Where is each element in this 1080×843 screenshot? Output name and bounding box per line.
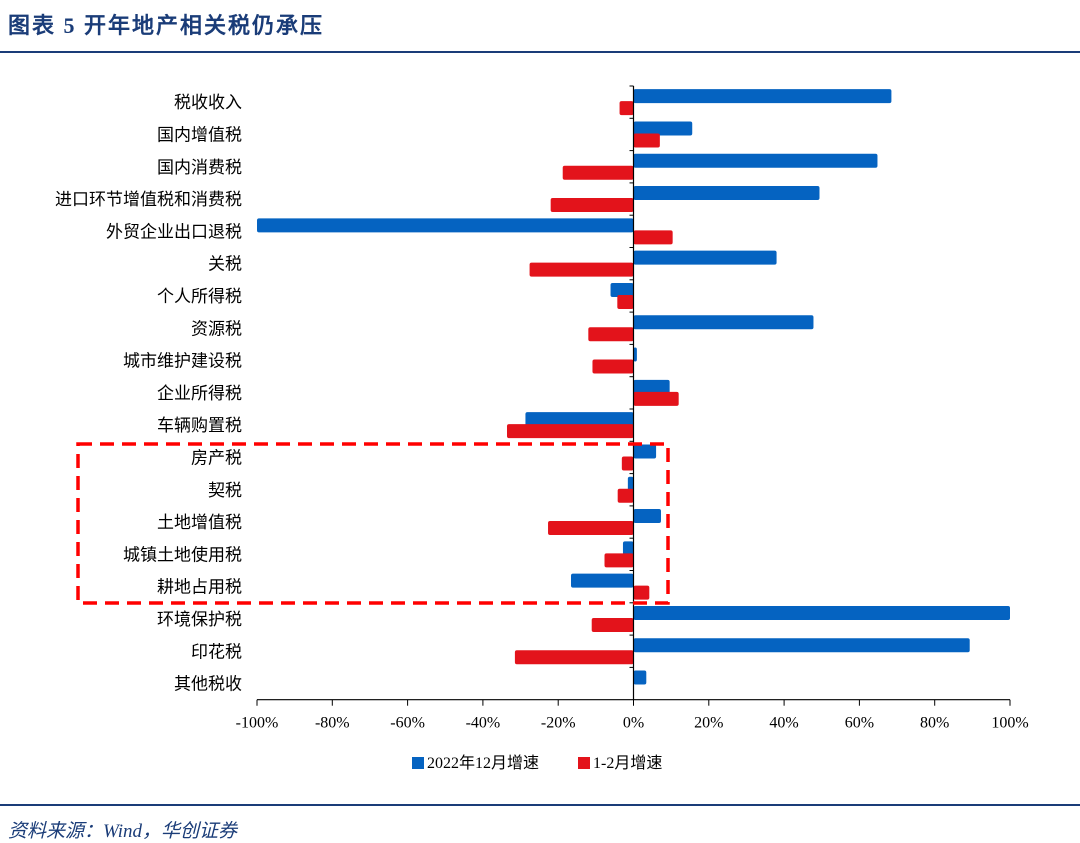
bar-jan-feb-15 bbox=[633, 585, 650, 600]
bar-dec2022-3 bbox=[633, 186, 820, 201]
bar-jan-feb-17 bbox=[514, 650, 634, 665]
bar-jan-feb-1 bbox=[633, 133, 660, 148]
category-label: 房产税 bbox=[191, 448, 242, 467]
x-tick-label: -100% bbox=[236, 715, 279, 732]
legend-label-jan-feb: 1-2月增速 bbox=[593, 754, 662, 772]
x-tick-label: 80% bbox=[920, 715, 949, 732]
legend-swatch-dec2022 bbox=[412, 757, 424, 769]
bar-jan-feb-14 bbox=[604, 553, 634, 568]
bar-dec2022-18 bbox=[633, 670, 647, 685]
bar-jan-feb-3 bbox=[550, 198, 634, 213]
bar-jan-feb-11 bbox=[621, 456, 634, 471]
category-label: 个人所得税 bbox=[157, 287, 242, 306]
x-tick-label: 100% bbox=[991, 715, 1028, 732]
bar-dec2022-10 bbox=[525, 412, 634, 427]
legend-label-dec2022: 2022年12月增速 bbox=[427, 754, 539, 772]
bar-dec2022-11 bbox=[633, 444, 657, 459]
bar-jan-feb-13 bbox=[548, 521, 634, 536]
bar-jan-feb-6 bbox=[617, 294, 634, 309]
category-label: 企业所得税 bbox=[157, 384, 242, 403]
bar-jan-feb-4 bbox=[633, 230, 673, 245]
title-divider bbox=[0, 51, 1080, 53]
footer-divider bbox=[0, 804, 1080, 806]
highlight-box-land-property-taxes bbox=[76, 442, 670, 605]
category-label: 印花税 bbox=[191, 642, 242, 661]
bar-jan-feb-2 bbox=[562, 165, 634, 180]
category-label: 城镇土地使用税 bbox=[123, 544, 242, 564]
bar-dec2022-1 bbox=[633, 121, 693, 136]
category-label: 环境保护税 bbox=[157, 610, 242, 629]
bar-dec2022-0 bbox=[633, 89, 892, 104]
category-label: 国内增值税 bbox=[157, 125, 242, 144]
source-note: 资料来源：Wind，华创证券 bbox=[8, 821, 238, 842]
bar-dec2022-9 bbox=[633, 379, 670, 394]
x-tick-label: -80% bbox=[315, 715, 350, 732]
bar-dec2022-5 bbox=[633, 250, 777, 265]
bar-jan-feb-10 bbox=[506, 424, 634, 439]
x-tick-label: -40% bbox=[466, 715, 501, 732]
category-label: 关税 bbox=[208, 255, 242, 274]
x-tick-label: 40% bbox=[769, 715, 798, 732]
bar-dec2022-12 bbox=[627, 476, 634, 491]
bar-dec2022-17 bbox=[633, 638, 970, 653]
legend-swatch-jan-feb bbox=[578, 757, 590, 769]
x-tick-label: -20% bbox=[541, 715, 576, 732]
bar-jan-feb-16 bbox=[591, 617, 634, 632]
bar-dec2022-15 bbox=[571, 573, 634, 588]
category-label: 契税 bbox=[208, 481, 242, 500]
category-label: 车辆购置税 bbox=[157, 416, 242, 435]
bar-dec2022-13 bbox=[633, 509, 661, 524]
bar-dec2022-4 bbox=[257, 218, 634, 233]
category-label: 城市维护建设税 bbox=[123, 352, 242, 371]
category-label: 耕地占用税 bbox=[157, 578, 242, 597]
bar-jan-feb-5 bbox=[529, 262, 634, 277]
bar-jan-feb-0 bbox=[619, 101, 634, 116]
bar-jan-feb-12 bbox=[617, 488, 634, 503]
page-title: 图表 5 开年地产相关税仍承压 bbox=[8, 13, 325, 38]
bar-jan-feb-8 bbox=[592, 359, 634, 374]
bar-dec2022-16 bbox=[633, 605, 1010, 620]
category-label: 税收收入 bbox=[174, 93, 242, 112]
category-label: 外贸企业出口退税 bbox=[106, 222, 242, 241]
category-label: 资源税 bbox=[191, 319, 242, 338]
category-label: 土地增值税 bbox=[157, 513, 242, 532]
category-label: 其他税收 bbox=[174, 675, 242, 694]
category-label: 国内消费税 bbox=[157, 158, 242, 177]
x-tick-label: 20% bbox=[694, 715, 723, 732]
category-label: 进口环节增值税和消费税 bbox=[55, 190, 242, 209]
x-tick-label: -60% bbox=[390, 715, 425, 732]
bar-dec2022-14 bbox=[622, 541, 634, 556]
bar-dec2022-6 bbox=[610, 282, 634, 297]
bar-dec2022-7 bbox=[633, 315, 814, 330]
x-tick-label: 60% bbox=[845, 715, 874, 732]
bar-dec2022-2 bbox=[633, 153, 878, 168]
x-tick-label: 0% bbox=[623, 715, 644, 732]
bar-dec2022-8 bbox=[633, 347, 637, 362]
bar-jan-feb-9 bbox=[633, 391, 679, 406]
bar-jan-feb-7 bbox=[588, 327, 634, 342]
